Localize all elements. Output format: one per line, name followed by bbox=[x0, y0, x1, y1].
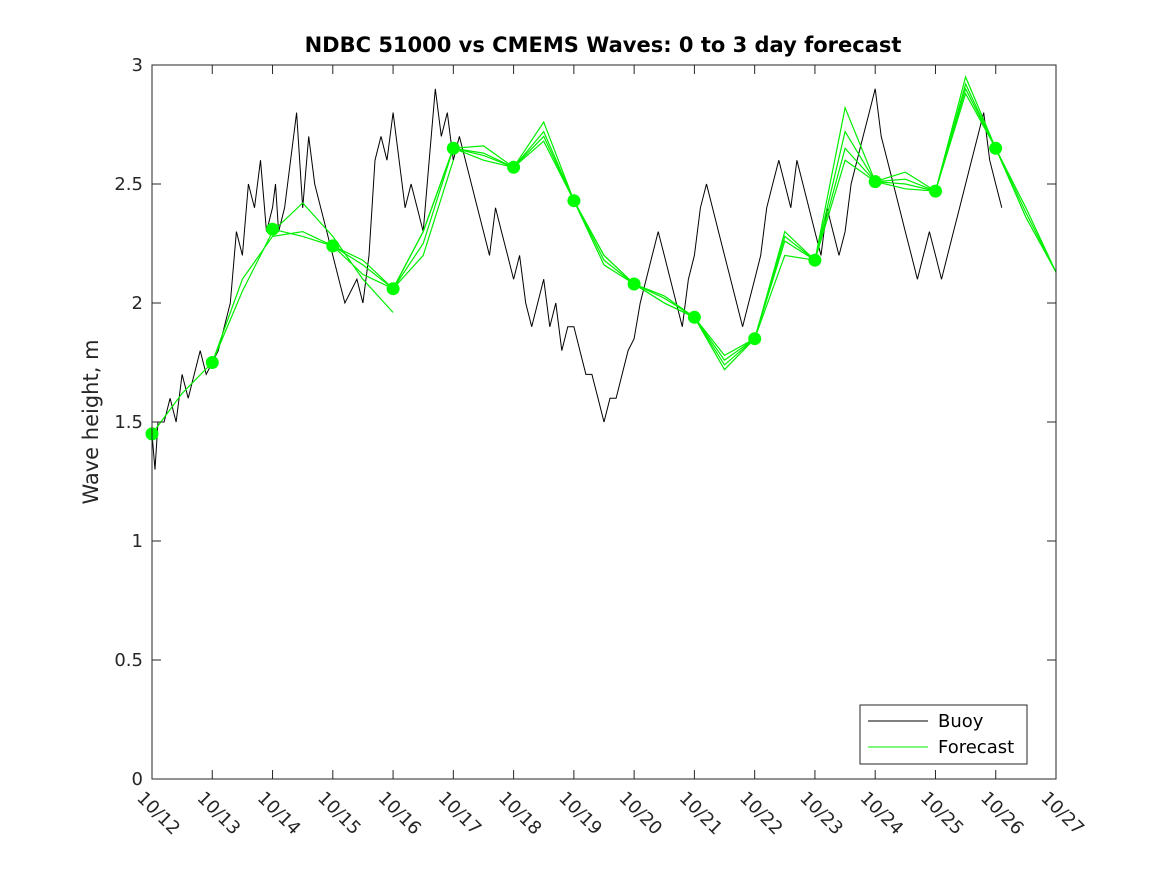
x-tick-label-15: 10/27 bbox=[1036, 788, 1088, 840]
x-tick-label-7: 10/19 bbox=[554, 788, 606, 840]
x-tick-label-10: 10/22 bbox=[735, 788, 787, 840]
x-tick-label-9: 10/21 bbox=[675, 788, 727, 840]
x-tick-label-1: 10/13 bbox=[193, 788, 245, 840]
legend-label-forecast: Forecast bbox=[938, 737, 1014, 758]
x-tick-label-0: 10/12 bbox=[132, 788, 184, 840]
x-tick-label-8: 10/20 bbox=[615, 788, 667, 840]
forecast-marker-3 bbox=[326, 239, 340, 253]
buoy-series-line bbox=[151, 88, 1003, 470]
y-tick-label-4: 2 bbox=[132, 293, 143, 314]
forecast-series-line-12 bbox=[875, 87, 1057, 273]
y-axis-label: Wave height, m bbox=[79, 339, 103, 504]
x-tick-label-11: 10/23 bbox=[795, 788, 847, 840]
forecast-marker-5 bbox=[446, 141, 460, 155]
forecast-marker-11 bbox=[808, 253, 822, 267]
legend-label-buoy: Buoy bbox=[938, 711, 984, 732]
forecast-marker-6 bbox=[507, 160, 521, 174]
y-tick-label-5: 2.5 bbox=[114, 174, 143, 195]
forecast-marker-4 bbox=[386, 282, 400, 296]
x-tick-label-5: 10/17 bbox=[434, 788, 486, 840]
y-tick-label-2: 1 bbox=[132, 531, 143, 552]
x-tick-label-4: 10/16 bbox=[374, 788, 426, 840]
legend-box bbox=[859, 704, 1028, 765]
x-tick-label-3: 10/15 bbox=[313, 788, 365, 840]
x-tick-label-14: 10/26 bbox=[976, 788, 1028, 840]
forecast-marker-1 bbox=[205, 356, 219, 369]
y-tick-label-1: 0.5 bbox=[114, 650, 143, 671]
forecast-marker-13 bbox=[929, 184, 942, 198]
x-tick-label-12: 10/24 bbox=[856, 788, 908, 840]
forecast-marker-7 bbox=[567, 194, 581, 208]
y-tick-label-6: 3 bbox=[132, 55, 143, 76]
x-tick-label-13: 10/25 bbox=[916, 788, 968, 840]
forecast-marker-9 bbox=[687, 310, 701, 324]
forecast-marker-2 bbox=[266, 222, 279, 236]
y-tick-label-0: 0 bbox=[132, 769, 143, 790]
forecast-marker-14 bbox=[989, 141, 1003, 155]
forecast-marker-12 bbox=[868, 175, 882, 189]
forecast-marker-10 bbox=[748, 332, 762, 346]
chart-title: NDBC 51000 vs CMEMS Waves: 0 to 3 day fo… bbox=[305, 33, 902, 57]
y-tick-label-3: 1.5 bbox=[114, 412, 143, 433]
legend: Buoy Forecast bbox=[859, 704, 1028, 765]
series-layer bbox=[145, 75, 1057, 470]
x-tick-label-6: 10/18 bbox=[494, 788, 546, 840]
x-tick-label-2: 10/14 bbox=[253, 788, 305, 840]
forecast-marker-8 bbox=[627, 277, 641, 291]
